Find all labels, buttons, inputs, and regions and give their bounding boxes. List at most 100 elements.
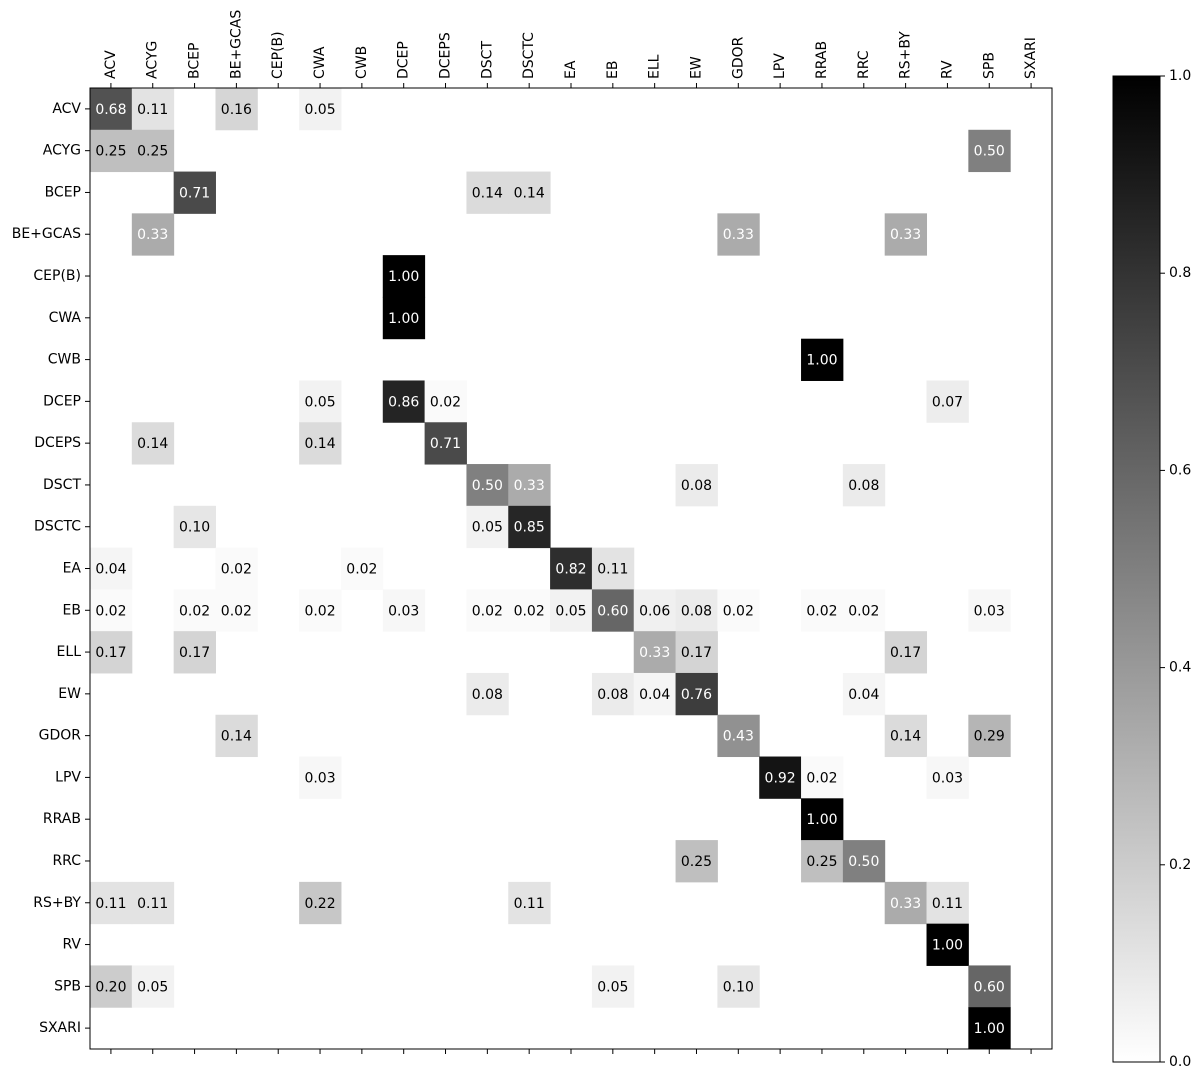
cell-label: 0.02 xyxy=(95,603,126,619)
x-tick-label: ELL xyxy=(647,54,663,79)
cell-label: 0.11 xyxy=(514,896,545,912)
cell xyxy=(466,505,509,549)
cell-label: 0.43 xyxy=(723,729,754,745)
cell xyxy=(633,589,677,632)
cell-label: 0.10 xyxy=(179,520,210,536)
cell xyxy=(508,881,551,925)
cell-label: 0.14 xyxy=(304,436,335,452)
cell-label: 0.11 xyxy=(137,102,168,118)
y-tick-label: RRC xyxy=(52,853,81,869)
y-tick-label: CWA xyxy=(49,310,82,326)
cell xyxy=(675,672,718,716)
cell xyxy=(884,881,928,925)
cell-label: 0.04 xyxy=(639,687,670,703)
cell-label: 0.11 xyxy=(137,896,168,912)
cell-label: 0.02 xyxy=(806,603,837,619)
cell xyxy=(508,464,551,507)
cell-label: 0.60 xyxy=(974,979,1005,995)
x-tick-label: DSCT xyxy=(479,41,495,79)
cell xyxy=(508,171,551,214)
cell-label: 0.08 xyxy=(597,687,628,703)
cell xyxy=(926,756,969,799)
cell xyxy=(968,129,1011,173)
x-tick-label: CWB xyxy=(354,46,370,79)
cell xyxy=(717,965,760,1008)
cell-label: 1.00 xyxy=(388,311,419,327)
colorbar-tick-label: 0.8 xyxy=(1169,265,1191,281)
cell-label: 1.00 xyxy=(974,1021,1005,1037)
cell xyxy=(550,589,593,632)
cell xyxy=(842,589,886,632)
cell xyxy=(801,798,844,841)
cell xyxy=(968,714,1011,758)
cell xyxy=(131,422,175,465)
colorbar-tick-label: 1.0 xyxy=(1169,68,1191,84)
cell-label: 0.17 xyxy=(95,645,126,661)
cell xyxy=(675,840,718,883)
cell xyxy=(801,338,844,381)
cell-label: 0.33 xyxy=(723,227,754,243)
cell-label: 0.33 xyxy=(890,227,921,243)
x-tick-label: RS+BY xyxy=(898,31,914,79)
y-tick-label: RV xyxy=(62,937,81,953)
cell-label: 0.50 xyxy=(848,854,879,870)
cell xyxy=(801,840,844,883)
cell xyxy=(884,631,928,674)
cell xyxy=(424,380,467,423)
cell xyxy=(173,505,216,549)
cell-label: 0.03 xyxy=(932,770,963,786)
cell-label: 0.25 xyxy=(681,854,712,870)
colorbar-tick-label: 0.2 xyxy=(1169,857,1191,873)
cell-label: 0.85 xyxy=(514,520,545,536)
cell xyxy=(382,380,426,423)
cell xyxy=(173,171,216,214)
cell xyxy=(968,965,1011,1008)
y-tick-label: SPB xyxy=(54,978,81,994)
cell-label: 0.02 xyxy=(179,603,210,619)
cell-label: 0.02 xyxy=(514,603,545,619)
cell xyxy=(591,672,635,716)
y-tick-label: BCEP xyxy=(45,184,81,200)
cell xyxy=(591,547,635,590)
cell-label: 0.29 xyxy=(974,729,1005,745)
cell xyxy=(90,88,133,131)
colorbar xyxy=(1112,75,1161,1063)
cell-label: 0.14 xyxy=(514,185,545,201)
cell-label: 0.71 xyxy=(430,436,461,452)
cell xyxy=(759,756,802,799)
cell xyxy=(90,547,133,590)
cell xyxy=(90,881,133,925)
x-tick-label: LPV xyxy=(772,53,788,79)
cell-label: 0.25 xyxy=(137,144,168,160)
cell-label: 0.82 xyxy=(555,562,586,578)
cell-label: 0.33 xyxy=(639,645,670,661)
cell-label: 0.08 xyxy=(681,603,712,619)
cell-label: 0.02 xyxy=(848,603,879,619)
y-tick-label: GDOR xyxy=(39,728,82,744)
cell xyxy=(842,672,886,716)
cell xyxy=(382,255,426,298)
cell xyxy=(675,589,718,632)
x-tick-label: BE+GCAS xyxy=(228,10,244,79)
cell xyxy=(466,464,509,507)
cell xyxy=(968,589,1011,632)
cell xyxy=(550,547,593,590)
cell xyxy=(382,296,426,340)
cell-label: 0.02 xyxy=(806,770,837,786)
y-tick-label: RS+BY xyxy=(33,895,81,911)
cell xyxy=(299,422,342,465)
cell-label: 0.71 xyxy=(179,185,210,201)
cell xyxy=(466,171,509,214)
x-tick-label: RV xyxy=(939,60,955,79)
y-tick-label: ACV xyxy=(52,101,81,117)
cell-label: 0.60 xyxy=(597,603,628,619)
y-tick-label: CWB xyxy=(48,352,81,368)
x-tick-label: CWA xyxy=(312,46,328,79)
cell-label: 0.08 xyxy=(681,478,712,494)
cell-label: 0.25 xyxy=(806,854,837,870)
x-tick-label: BCEP xyxy=(187,43,203,79)
cell xyxy=(90,965,133,1008)
cell-label: 0.02 xyxy=(221,562,252,578)
cell-label: 0.20 xyxy=(95,979,126,995)
cell xyxy=(633,631,677,674)
